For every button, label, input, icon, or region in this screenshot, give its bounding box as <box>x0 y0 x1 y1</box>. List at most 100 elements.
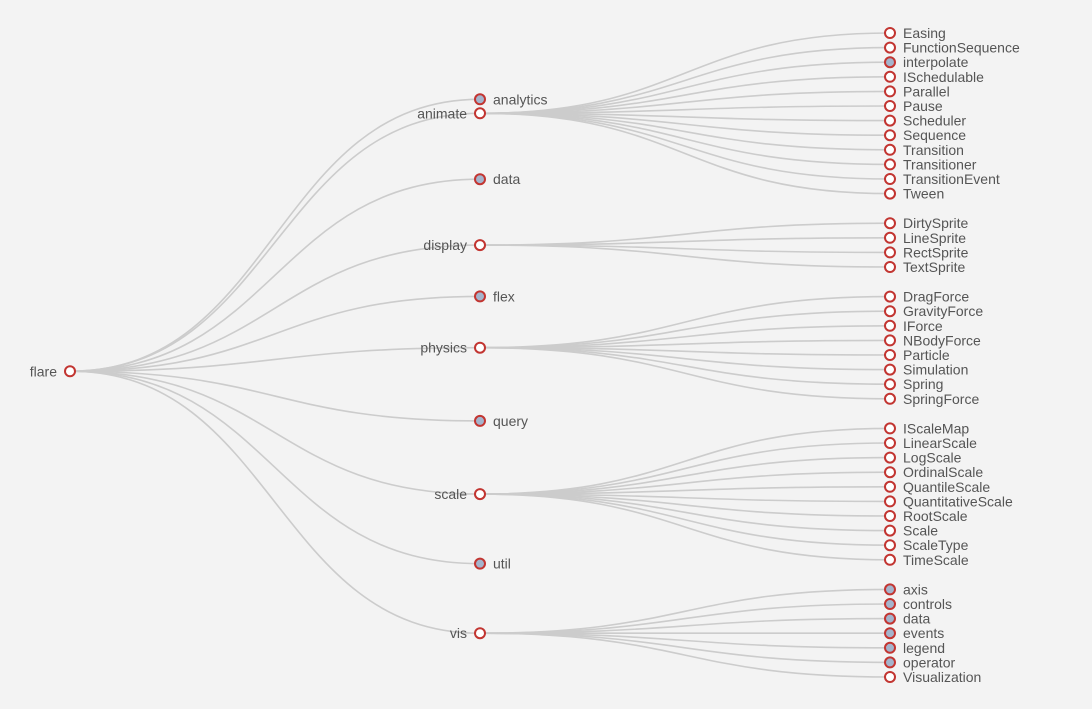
expanded-node-marker[interactable] <box>884 539 896 552</box>
node-data[interactable]: data <box>474 171 520 187</box>
expanded-node-marker[interactable] <box>884 231 896 244</box>
node-operator[interactable]: operator <box>884 654 955 670</box>
expanded-node-marker[interactable] <box>64 365 76 378</box>
node-physics[interactable]: physics <box>420 340 486 356</box>
node-scale[interactable]: Scale <box>884 523 938 539</box>
expanded-node-marker[interactable] <box>884 246 896 259</box>
expanded-node-marker[interactable] <box>884 495 896 508</box>
expanded-node-marker[interactable] <box>884 334 896 347</box>
node-animate[interactable]: animate <box>417 105 486 121</box>
expanded-node-marker[interactable] <box>884 158 896 171</box>
node-particle[interactable]: Particle <box>884 347 950 363</box>
node-util[interactable]: util <box>474 556 511 572</box>
collapsed-node-marker[interactable] <box>474 290 486 303</box>
collapsed-node-marker[interactable] <box>474 557 486 570</box>
collapsed-node-marker[interactable] <box>884 656 896 669</box>
node-function-sequence[interactable]: FunctionSequence <box>884 40 1020 56</box>
expanded-node-marker[interactable] <box>884 173 896 185</box>
node-data[interactable]: data <box>884 611 930 627</box>
expanded-node-marker[interactable] <box>884 41 896 54</box>
collapsed-node-marker[interactable] <box>474 93 486 106</box>
node-controls[interactable]: controls <box>884 596 952 612</box>
node-interpolate[interactable]: interpolate <box>884 54 969 70</box>
node-flare[interactable]: flare <box>30 363 76 379</box>
node-transitioner[interactable]: Transitioner <box>884 156 977 172</box>
collapsed-node-marker[interactable] <box>474 414 486 427</box>
node-dirty-sprite[interactable]: DirtySprite <box>884 215 969 231</box>
expanded-node-marker[interactable] <box>884 349 896 361</box>
expanded-node-marker[interactable] <box>884 363 896 376</box>
node-simulation[interactable]: Simulation <box>884 362 968 378</box>
node-display[interactable]: display <box>423 237 486 253</box>
expanded-node-marker[interactable] <box>884 510 896 522</box>
node-iforce[interactable]: IForce <box>884 318 943 334</box>
node-visualization[interactable]: Visualization <box>884 669 981 685</box>
node-flex[interactable]: flex <box>474 288 515 304</box>
node-gravity-force[interactable]: GravityForce <box>884 303 983 319</box>
expanded-node-marker[interactable] <box>884 553 896 566</box>
node-spring[interactable]: Spring <box>884 376 943 392</box>
node-linear-scale[interactable]: LinearScale <box>884 435 977 451</box>
expanded-node-marker[interactable] <box>884 451 896 464</box>
node-scale[interactable]: scale <box>434 486 486 502</box>
node-transition[interactable]: Transition <box>884 142 964 158</box>
node-quantile-scale[interactable]: QuantileScale <box>884 479 990 495</box>
expanded-node-marker[interactable] <box>884 187 896 200</box>
expanded-node-marker[interactable] <box>884 524 896 537</box>
node-tween[interactable]: Tween <box>884 186 944 202</box>
expanded-node-marker[interactable] <box>884 261 896 273</box>
node-root-scale[interactable]: RootScale <box>884 508 968 524</box>
collapsed-node-marker[interactable] <box>884 598 896 610</box>
node-analytics[interactable]: analytics <box>474 91 547 107</box>
collapsed-node-marker[interactable] <box>884 56 896 69</box>
node-spring-force[interactable]: SpringForce <box>884 391 979 407</box>
expanded-node-marker[interactable] <box>474 239 486 252</box>
expanded-node-marker[interactable] <box>884 319 896 332</box>
node-ordinal-scale[interactable]: OrdinalScale <box>884 464 983 480</box>
node-text-sprite[interactable]: TextSprite <box>884 259 965 275</box>
node-quantitative-scale[interactable]: QuantitativeScale <box>884 493 1013 509</box>
collapsed-node-marker[interactable] <box>884 583 896 596</box>
node-pause[interactable]: Pause <box>884 98 943 114</box>
expanded-node-marker[interactable] <box>884 305 896 318</box>
node-nbody-force[interactable]: NBodyForce <box>884 332 981 348</box>
expanded-node-marker[interactable] <box>474 107 486 120</box>
node-line-sprite[interactable]: LineSprite <box>884 230 966 246</box>
collapsed-node-marker[interactable] <box>884 612 896 625</box>
node-scheduler[interactable]: Scheduler <box>884 113 966 129</box>
expanded-node-marker[interactable] <box>884 480 896 493</box>
expanded-node-marker[interactable] <box>884 392 896 405</box>
expanded-node-marker[interactable] <box>884 85 896 98</box>
expanded-node-marker[interactable] <box>884 378 896 391</box>
collapsed-node-marker[interactable] <box>474 173 486 186</box>
expanded-node-marker[interactable] <box>884 114 896 127</box>
node-vis[interactable]: vis <box>450 625 486 641</box>
node-legend[interactable]: legend <box>884 640 945 656</box>
collapsed-node-marker[interactable] <box>884 627 896 640</box>
expanded-node-marker[interactable] <box>884 217 896 230</box>
collapsed-node-marker[interactable] <box>884 641 896 654</box>
expanded-node-marker[interactable] <box>474 341 486 354</box>
node-iscale-map[interactable]: IScaleMap <box>884 420 969 436</box>
node-easing[interactable]: Easing <box>884 25 946 41</box>
node-log-scale[interactable]: LogScale <box>884 450 962 466</box>
node-events[interactable]: events <box>884 625 944 641</box>
expanded-node-marker[interactable] <box>474 488 486 501</box>
expanded-node-marker[interactable] <box>884 129 896 142</box>
node-sequence[interactable]: Sequence <box>884 127 966 143</box>
expanded-node-marker[interactable] <box>884 27 896 39</box>
node-time-scale[interactable]: TimeScale <box>884 552 969 568</box>
expanded-node-marker[interactable] <box>884 437 896 449</box>
node-axis[interactable]: axis <box>884 581 928 597</box>
node-parallel[interactable]: Parallel <box>884 83 950 99</box>
expanded-node-marker[interactable] <box>884 466 896 479</box>
expanded-node-marker[interactable] <box>884 671 896 683</box>
expanded-node-marker[interactable] <box>884 422 896 435</box>
node-ischedulable[interactable]: ISchedulable <box>884 69 984 85</box>
expanded-node-marker[interactable] <box>474 627 486 640</box>
node-rect-sprite[interactable]: RectSprite <box>884 244 969 260</box>
expanded-node-marker[interactable] <box>884 70 896 83</box>
node-scale-type[interactable]: ScaleType <box>884 537 969 553</box>
node-transition-event[interactable]: TransitionEvent <box>884 171 1000 187</box>
expanded-node-marker[interactable] <box>884 290 896 303</box>
